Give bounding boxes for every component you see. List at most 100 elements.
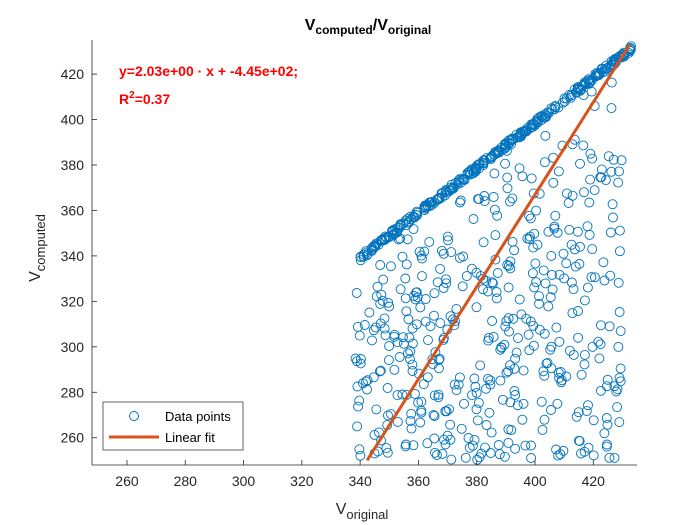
data-point: [616, 155, 627, 166]
data-point: [523, 329, 534, 340]
data-point: [446, 247, 457, 258]
data-point: [489, 204, 500, 215]
y-tick-label: 280: [61, 384, 85, 400]
data-point: [485, 153, 496, 163]
data-point: [441, 406, 452, 417]
data-point: [573, 407, 584, 418]
data-point: [548, 177, 559, 188]
data-point: [379, 233, 390, 244]
data-point: [454, 252, 465, 263]
data-point: [501, 316, 512, 327]
data-point: [534, 324, 545, 335]
data-point: [382, 383, 393, 393]
data-point: [516, 309, 527, 320]
data-point: [606, 103, 617, 114]
data-point: [486, 427, 497, 438]
data-point: [395, 233, 406, 244]
data-point: [564, 89, 575, 100]
y-axis-title: Vcomputed: [27, 214, 48, 282]
data-point: [424, 197, 435, 208]
data-point: [537, 424, 548, 435]
data-point: [587, 244, 598, 255]
data-point: [445, 419, 456, 430]
data-point: [464, 169, 475, 180]
data-point: [526, 173, 537, 184]
data-point: [435, 318, 446, 329]
legend-label-linear-fit: Linear fit: [165, 430, 215, 445]
data-point: [524, 210, 535, 221]
data-point: [579, 295, 590, 306]
data-point: [423, 335, 433, 346]
data-point: [372, 238, 383, 249]
data-point: [434, 194, 445, 205]
data-point: [479, 191, 490, 201]
data-point: [576, 369, 587, 380]
data-point: [566, 277, 577, 288]
data-point: [589, 185, 600, 196]
x-tick-label: 400: [523, 473, 547, 489]
data-point: [446, 454, 457, 465]
data-point: [594, 353, 605, 364]
data-point: [467, 263, 477, 274]
data-point: [445, 434, 456, 445]
data-point: [534, 291, 544, 302]
data-point: [408, 224, 419, 235]
data-point: [507, 193, 518, 204]
data-point: [570, 261, 581, 272]
data-point: [609, 381, 620, 392]
data-point: [433, 392, 444, 403]
data-point: [375, 260, 386, 270]
data-point: [558, 248, 569, 259]
r-squared: R2=0.37: [119, 90, 170, 107]
data-point: [397, 251, 408, 262]
data-point: [469, 434, 480, 445]
data-point: [488, 331, 499, 342]
data-point: [374, 366, 385, 377]
data-point: [416, 407, 427, 418]
data-point: [383, 355, 394, 366]
data-point: [504, 326, 514, 337]
data-point: [536, 111, 547, 122]
data-point: [409, 212, 420, 223]
data-point: [456, 423, 467, 434]
data-point: [554, 269, 565, 280]
data-point: [481, 420, 492, 430]
data-point: [503, 366, 514, 377]
data-point: [492, 210, 503, 221]
data-point: [487, 316, 498, 326]
data-point: [438, 334, 449, 345]
data-point: [355, 354, 366, 364]
data-point: [499, 451, 510, 462]
data-point: [607, 199, 618, 210]
data-point: [608, 212, 618, 223]
data-point: [441, 274, 451, 285]
data-point: [377, 234, 388, 245]
data-point: [526, 440, 536, 451]
data-point: [403, 348, 413, 359]
data-point: [602, 63, 613, 73]
data-point: [358, 378, 368, 389]
data-point: [578, 140, 589, 151]
data-point: [401, 306, 412, 317]
data-point: [612, 384, 623, 395]
data-point: [468, 214, 479, 224]
data-point: [397, 389, 408, 400]
data-point: [449, 379, 460, 390]
data-point: [529, 282, 540, 293]
data-point: [510, 443, 521, 454]
data-point: [394, 352, 405, 362]
data-point: [417, 271, 427, 282]
data-point: [547, 269, 557, 280]
data-point: [555, 367, 566, 377]
data-point: [366, 245, 377, 256]
data-point: [514, 132, 525, 143]
data-point: [425, 321, 436, 332]
data-point: [626, 41, 636, 52]
data-point: [387, 225, 398, 236]
data-point: [546, 405, 556, 415]
data-point: [550, 100, 561, 111]
data-point: [602, 419, 613, 430]
data-point: [473, 193, 484, 204]
data-point: [411, 319, 422, 330]
fit-equation: y=2.03e+00 · x + -4.45e+02;: [119, 63, 298, 79]
